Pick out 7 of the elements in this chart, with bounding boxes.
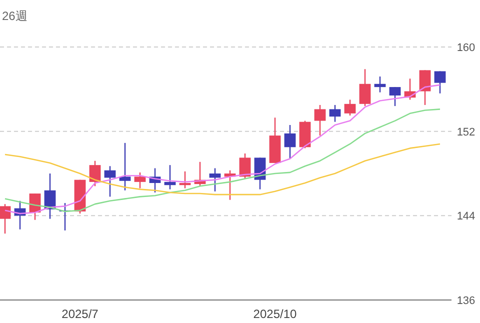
x-tick-label: 2025/7 [62,307,99,321]
y-tick-label: 144 [456,210,476,223]
text: 26週 [2,9,28,23]
y-tick-label: 160 [456,42,476,54]
y-tick-label: 136 [456,295,476,307]
x-tick-label: 2025/10 [253,307,298,321]
y-tick-label: 152 [456,126,476,138]
